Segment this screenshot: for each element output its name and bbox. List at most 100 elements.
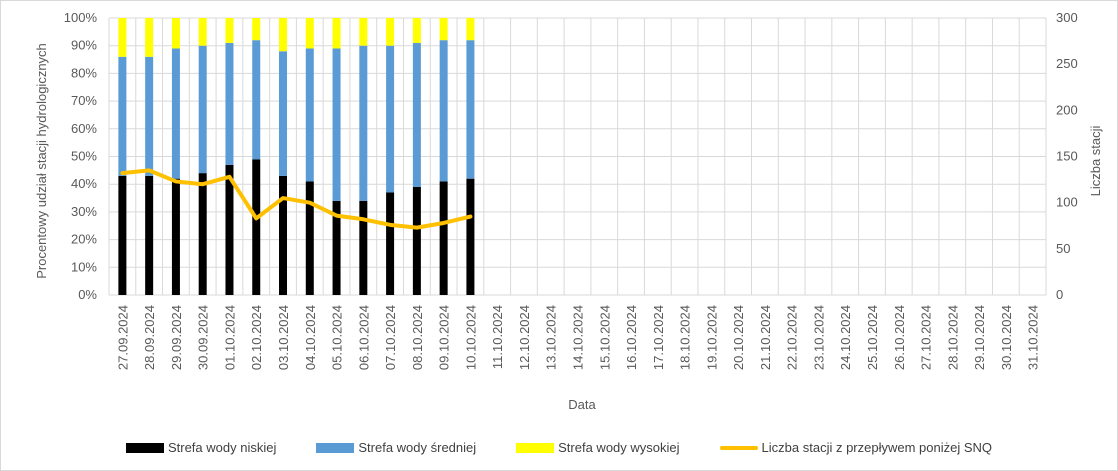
bar-segment-medium xyxy=(171,48,180,179)
x-tick-label: 01.10.2024 xyxy=(222,305,237,370)
left-tick-label: 60% xyxy=(71,121,97,136)
right-tick-label: 200 xyxy=(1056,102,1078,117)
bar-segment-low xyxy=(305,181,314,295)
bar-segment-medium xyxy=(252,40,261,160)
bar-segment-low xyxy=(252,159,261,295)
left-tick-label: 20% xyxy=(71,232,97,247)
bar-segment-low xyxy=(359,200,368,295)
x-tick-label: 31.10.2024 xyxy=(1026,305,1041,370)
left-axis-ticks: 0% 10% 20% 30% 40% 50% 60% 70% 80% 90% 100% xyxy=(64,10,98,302)
bar-segment-low xyxy=(145,175,154,295)
x-tick-label: 24.10.2024 xyxy=(838,305,853,370)
left-tick-label: 30% xyxy=(71,204,97,219)
x-tick-label: 08.10.2024 xyxy=(410,305,425,370)
x-tick-label: 27.10.2024 xyxy=(919,305,934,370)
stacked-bars xyxy=(118,18,475,295)
right-tick-label: 100 xyxy=(1056,195,1078,210)
bar-segment-high xyxy=(225,18,234,43)
bar-segment-low xyxy=(466,178,475,295)
bar-segment-high xyxy=(279,18,288,52)
legend-label-high: Strefa wody wysokiej xyxy=(558,440,680,455)
x-tick-label: 30.10.2024 xyxy=(999,305,1014,370)
bar-segment-high xyxy=(305,18,314,49)
x-axis-title: Data xyxy=(568,397,596,412)
x-tick-label: 05.10.2024 xyxy=(330,305,345,370)
bar-segment-low xyxy=(439,181,448,295)
bar-segment-high xyxy=(466,18,475,41)
legend-label-snq: Liczba stacji z przepływem poniżej SNQ xyxy=(761,440,993,455)
bar-segment-medium xyxy=(305,48,314,182)
bar-segment-low xyxy=(412,186,421,295)
bar-segment-medium xyxy=(118,56,127,176)
x-tick-label: 20.10.2024 xyxy=(731,305,746,370)
bar-segment-high xyxy=(359,18,368,46)
x-tick-label: 09.10.2024 xyxy=(437,305,452,370)
bar-segment-medium xyxy=(198,45,207,174)
bar-segment-low xyxy=(118,175,127,295)
x-tick-label: 06.10.2024 xyxy=(356,305,371,370)
x-tick-label: 15.10.2024 xyxy=(597,305,612,370)
bar-segment-high xyxy=(252,18,261,41)
bar-segment-medium xyxy=(439,40,448,182)
x-tick-label: 25.10.2024 xyxy=(865,305,880,370)
bar-segment-high xyxy=(439,18,448,41)
right-tick-label: 150 xyxy=(1056,149,1078,164)
bar-segment-high xyxy=(386,18,395,46)
bar-segment-low xyxy=(171,178,180,295)
left-axis-title: Procentowy udział stacji hydrologicznych xyxy=(34,43,49,279)
bar-segment-low xyxy=(225,164,234,295)
snq-line xyxy=(120,168,473,230)
x-tick-label: 04.10.2024 xyxy=(303,305,318,370)
snq-line-path xyxy=(120,168,473,230)
x-tick-label: 03.10.2024 xyxy=(276,305,291,370)
x-tick-label: 16.10.2024 xyxy=(624,305,639,370)
right-axis-title: Liczba stacji xyxy=(1088,125,1103,196)
x-tick-label: 29.10.2024 xyxy=(972,305,987,370)
bar-segment-medium xyxy=(145,56,154,176)
bar-segment-low xyxy=(332,200,341,295)
legend-label-medium: Strefa wody średniej xyxy=(358,440,477,455)
legend-swatch-medium xyxy=(316,442,355,453)
bar-segment-low xyxy=(198,173,207,295)
left-tick-label: 70% xyxy=(71,93,97,108)
legend-label-low: Strefa wody niskiej xyxy=(167,440,277,455)
legend-swatch-snq xyxy=(719,445,758,450)
x-tick-label: 21.10.2024 xyxy=(758,305,773,370)
right-axis-ticks: 0 50 100 150 200 250 300 xyxy=(1056,10,1078,302)
x-tick-label: 27.09.2024 xyxy=(115,305,130,370)
x-tick-label: 22.10.2024 xyxy=(785,305,800,370)
x-tick-label: 28.09.2024 xyxy=(142,305,157,370)
bar-segment-high xyxy=(145,18,154,57)
x-tick-label: 23.10.2024 xyxy=(811,305,826,370)
x-tick-label: 12.10.2024 xyxy=(517,305,532,370)
x-tick-label: 30.09.2024 xyxy=(196,305,211,370)
legend-swatch-low xyxy=(125,442,164,453)
x-tick-label: 28.10.2024 xyxy=(945,305,960,370)
left-tick-label: 100% xyxy=(64,10,98,25)
bar-segment-medium xyxy=(412,42,421,187)
legend-item-low: Strefa wody niskiej xyxy=(125,440,277,455)
x-axis-ticks: 27.09.2024 28.09.2024 29.09.2024 30.09.2024… xyxy=(115,305,1040,370)
legend-item-snq: Liczba stacji z przepływem poniżej SNQ xyxy=(719,440,993,455)
legend: Strefa wody niskiej Strefa wody średniej… xyxy=(0,440,1118,455)
legend-item-high: Strefa wody wysokiej xyxy=(516,440,680,455)
x-tick-label: 29.09.2024 xyxy=(169,305,184,370)
bar-segment-medium xyxy=(386,45,395,193)
bar-segment-high xyxy=(412,18,421,43)
x-tick-label: 17.10.2024 xyxy=(651,305,666,370)
x-tick-label: 26.10.2024 xyxy=(892,305,907,370)
x-tick-label: 19.10.2024 xyxy=(704,305,719,370)
gridlines xyxy=(108,17,1047,296)
bar-segment-medium xyxy=(225,42,234,165)
bar-segment-high xyxy=(171,18,180,49)
bar-segment-medium xyxy=(332,48,341,201)
x-tick-label: 07.10.2024 xyxy=(383,305,398,370)
left-tick-label: 90% xyxy=(71,38,97,53)
left-tick-label: 80% xyxy=(71,65,97,80)
left-tick-label: 50% xyxy=(71,149,97,164)
bar-segment-low xyxy=(279,175,288,295)
left-tick-label: 0% xyxy=(78,287,97,302)
legend-swatch-high xyxy=(516,442,555,453)
x-tick-label: 11.10.2024 xyxy=(490,305,505,369)
left-tick-label: 10% xyxy=(71,259,97,274)
